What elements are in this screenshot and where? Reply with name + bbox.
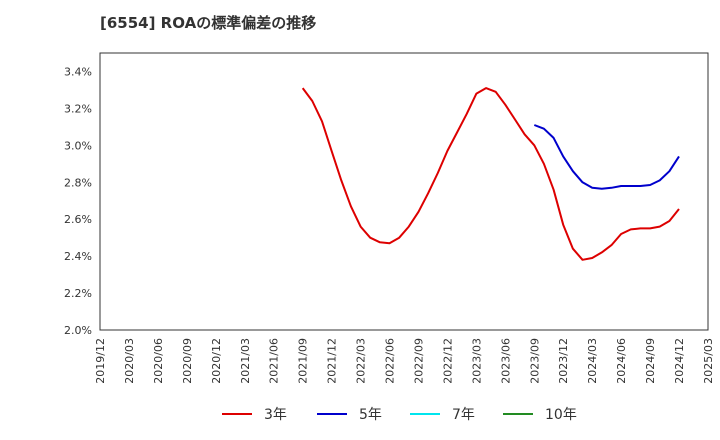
legend-swatch (222, 413, 252, 415)
x-tick-label: 2023/09 (528, 338, 541, 384)
x-tick-label: 2022/09 (412, 338, 425, 384)
chart-title: [6554] ROAの標準偏差の推移 (100, 14, 317, 32)
legend-item: 3年 (222, 404, 287, 424)
x-tick-label: 2024/09 (644, 338, 657, 384)
plot-area (99, 52, 709, 331)
y-tick-label: 3.2% (64, 102, 92, 115)
legend-item: 5年 (317, 404, 382, 424)
x-tick-label: 2025/03 (702, 338, 715, 384)
x-tick-label: 2020/06 (152, 338, 165, 384)
x-tick-label: 2021/03 (239, 338, 252, 384)
y-tick-label: 2.0% (64, 324, 92, 337)
x-tick-label: 2023/03 (470, 338, 483, 384)
legend-label: 5年 (359, 407, 382, 423)
y-tick-label: 2.2% (64, 287, 92, 300)
x-tick-label: 2019/12 (94, 338, 107, 384)
x-tick-label: 2020/12 (210, 338, 223, 384)
x-tick-label: 2022/12 (441, 338, 454, 384)
x-tick-label: 2024/12 (673, 338, 686, 384)
y-tick-label: 2.8% (64, 176, 92, 189)
x-tick-label: 2020/03 (123, 338, 136, 384)
legend-label: 3年 (264, 407, 287, 423)
x-tick-label: 2020/09 (181, 338, 194, 384)
legend-label: 10年 (545, 407, 577, 423)
x-tick-label: 2021/12 (326, 338, 339, 384)
series-line-0 (301, 87, 680, 261)
legend-item: 10年 (503, 404, 577, 424)
series-line-1 (533, 124, 680, 190)
x-tick-label: 2024/06 (615, 338, 628, 384)
legend-swatch (317, 413, 347, 415)
y-tick-label: 3.0% (64, 139, 92, 152)
y-tick-label: 2.6% (64, 213, 92, 226)
legend-label: 7年 (452, 407, 475, 423)
y-tick-label: 3.4% (64, 65, 92, 78)
legend-item: 7年 (410, 404, 475, 424)
x-tick-label: 2023/12 (557, 338, 570, 384)
x-tick-label: 2022/06 (384, 338, 397, 384)
x-tick-label: 2021/06 (268, 338, 281, 384)
chart-legend: 3年 5年 7年 10年 (0, 404, 720, 426)
x-tick-label: 2023/06 (499, 338, 512, 384)
x-tick-label: 2024/03 (586, 338, 599, 384)
x-tick-label: 2022/03 (355, 338, 368, 384)
legend-swatch (503, 413, 533, 415)
legend-swatch (410, 413, 440, 415)
y-tick-label: 2.4% (64, 250, 92, 263)
x-tick-label: 2021/09 (297, 338, 310, 384)
